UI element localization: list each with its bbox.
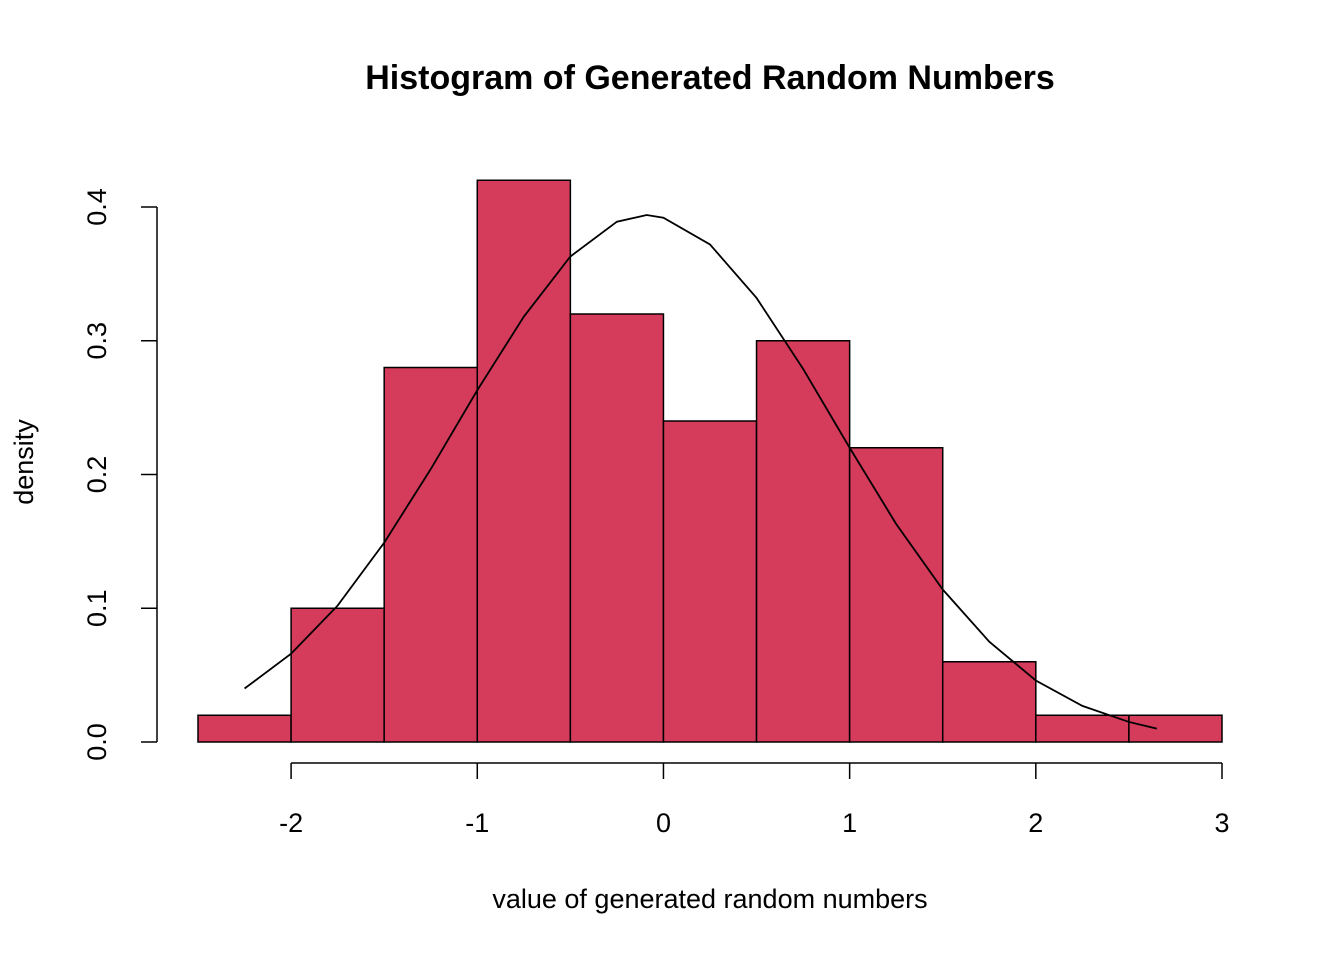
- bar: [197, 714, 292, 743]
- x-tick-label: 1: [842, 808, 857, 838]
- bar: [755, 340, 851, 743]
- y-tick-label: 0.1: [82, 589, 112, 627]
- y-tick-label: 0.4: [82, 188, 112, 226]
- y-tick-label: 0.2: [82, 456, 112, 494]
- y-tick-label: 0.3: [82, 322, 112, 360]
- x-axis-title: value of generated random numbers: [492, 884, 927, 914]
- bar: [476, 179, 572, 743]
- bar: [1035, 714, 1130, 743]
- x-tick-label: -2: [279, 808, 303, 838]
- x-tick-label: -1: [465, 808, 489, 838]
- x-tick-label: 2: [1028, 808, 1043, 838]
- bar: [941, 661, 1037, 743]
- bar: [290, 607, 385, 743]
- chart-title: Histogram of Generated Random Numbers: [365, 59, 1055, 97]
- density-curve: [244, 214, 1158, 730]
- bar: [569, 313, 665, 743]
- y-axis-title: density: [9, 419, 39, 505]
- bar: [662, 420, 758, 743]
- bar: [848, 447, 944, 743]
- y-tick-label: 0.0: [82, 723, 112, 761]
- x-tick-label: 3: [1214, 808, 1229, 838]
- bar: [383, 366, 479, 743]
- bar: [1128, 714, 1223, 743]
- x-tick-label: 0: [656, 808, 671, 838]
